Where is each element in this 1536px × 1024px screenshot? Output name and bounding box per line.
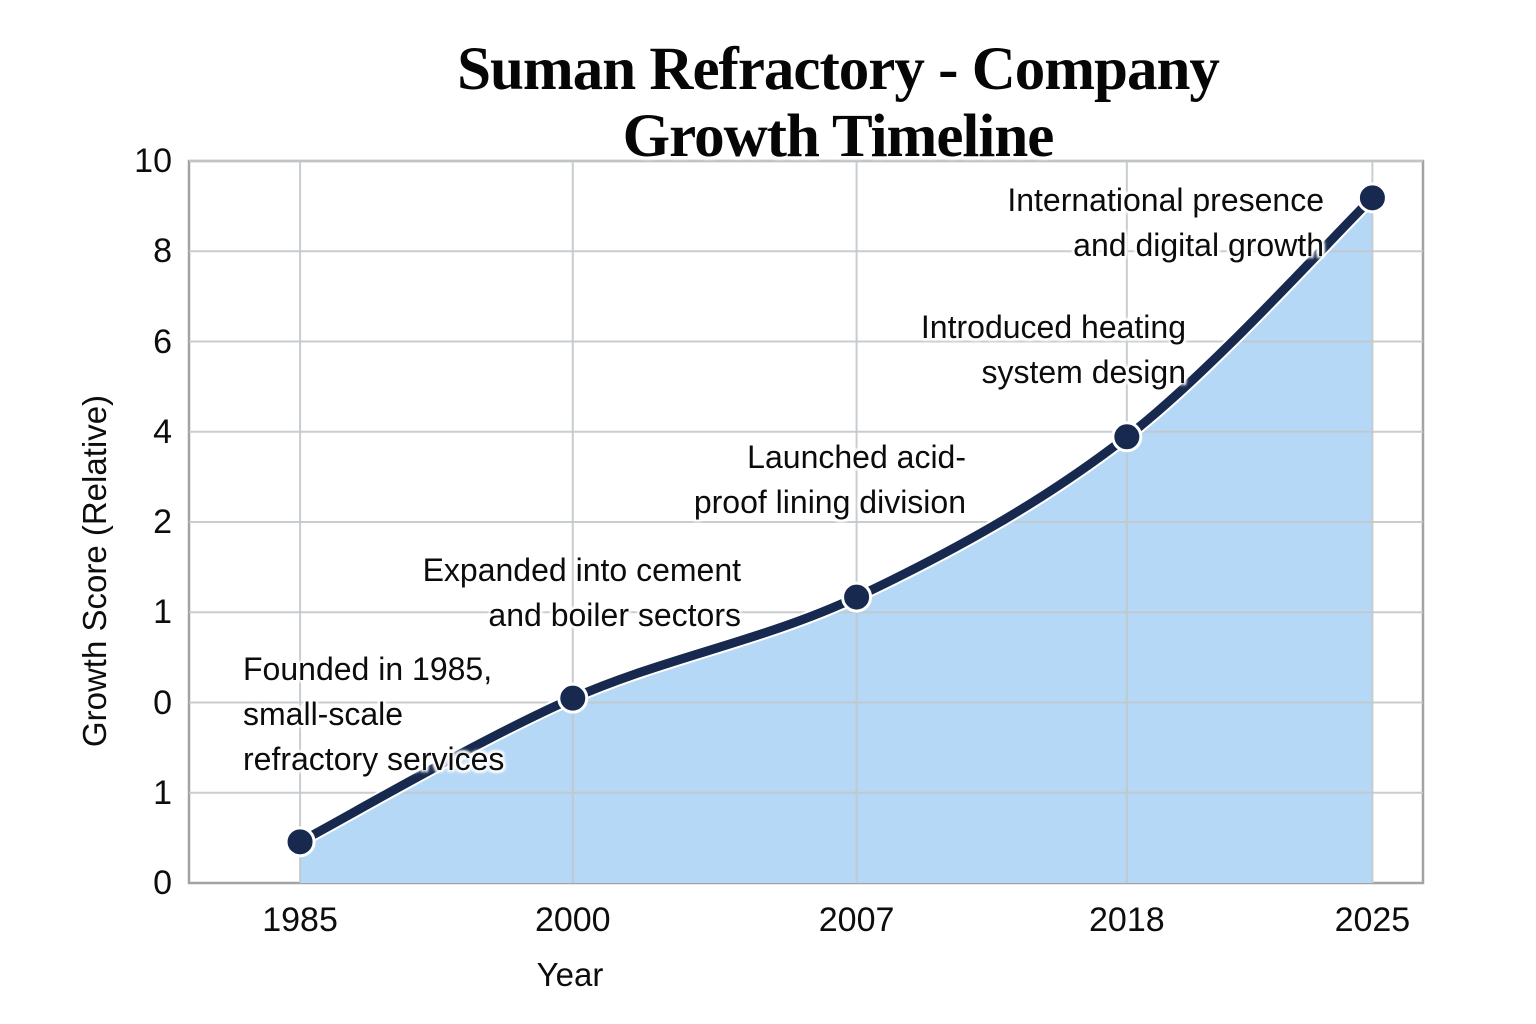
y-tick-label: 6 bbox=[153, 322, 172, 361]
y-tick-label: 1 bbox=[153, 773, 172, 812]
chart-title-line-2: Growth Timeline bbox=[622, 103, 1055, 170]
y-axis-title: Growth Score (Relative) bbox=[76, 394, 113, 748]
y-tick-label: 2 bbox=[153, 503, 172, 541]
annotation-5: International presence and digital growth bbox=[1007, 182, 1324, 263]
y-tick-label: 0 bbox=[153, 683, 172, 722]
y-tick-label: 1 bbox=[153, 593, 172, 632]
x-axis-title: Year bbox=[536, 956, 604, 993]
annotation-1: Founded in 1985, small-scale refractory se… bbox=[243, 651, 505, 777]
x-tick-label: 2007 bbox=[818, 901, 895, 939]
data-point-2018 bbox=[1111, 421, 1143, 453]
y-tick-label: 4 bbox=[153, 412, 172, 451]
data-point-2007 bbox=[841, 581, 873, 613]
annotation-2: Expanded into cement and boiler sectors bbox=[422, 552, 741, 633]
data-point-2000 bbox=[557, 682, 589, 714]
annotation-3: Launched acid-proof lining division bbox=[693, 439, 966, 520]
x-tick-label: 1985 bbox=[262, 901, 338, 939]
chart-title-line-1: Suman Refractory - Company bbox=[457, 36, 1220, 103]
y-tick-label: 8 bbox=[153, 232, 172, 271]
data-point-2025 bbox=[1356, 182, 1388, 214]
y-tick-label: 10 bbox=[134, 142, 172, 180]
x-tick-label: 2025 bbox=[1334, 901, 1411, 939]
annotation-4: Introduced heating system design bbox=[920, 309, 1186, 390]
y-tick-label: 0 bbox=[153, 864, 172, 902]
x-tick-label: 2000 bbox=[534, 901, 611, 939]
chart-title: Suman Refractory - Company Growth Timeli… bbox=[70, 36, 1536, 170]
data-point-1985 bbox=[284, 826, 316, 858]
x-tick-label: 2018 bbox=[1089, 901, 1165, 939]
